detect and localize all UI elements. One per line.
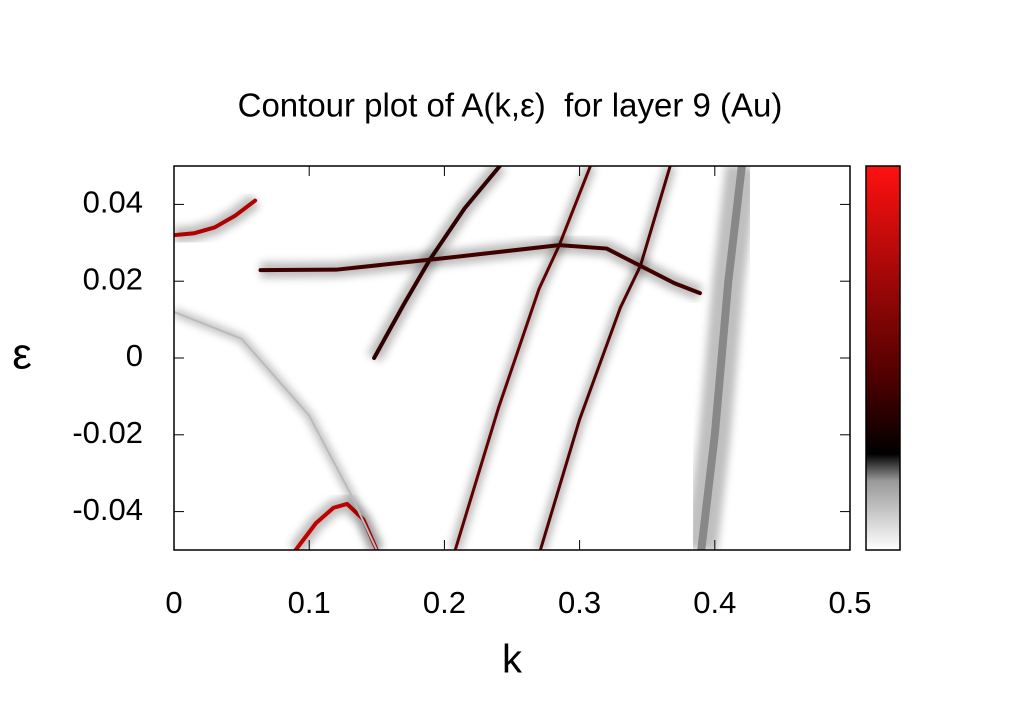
ridge xyxy=(174,198,258,238)
ridge xyxy=(453,166,592,550)
ridge xyxy=(697,166,746,550)
plot-area xyxy=(174,166,850,550)
ridge xyxy=(174,310,378,550)
y-tick-label: -0.02 xyxy=(72,415,143,450)
y-tick-label: 0.02 xyxy=(83,261,143,296)
ridge xyxy=(258,243,702,296)
chart-title: Contour plot of A(k,ε) for layer 9 (Au) xyxy=(238,87,783,124)
x-tick-label: 0 xyxy=(165,585,182,620)
x-tick-label: 0.5 xyxy=(828,585,871,620)
y-axis-label: ε xyxy=(12,330,32,379)
ridges xyxy=(174,166,758,550)
x-tick-label: 0.4 xyxy=(693,585,736,620)
colorbar xyxy=(865,165,901,551)
x-tick-label: 0.2 xyxy=(423,585,466,620)
x-axis-label: k xyxy=(502,638,523,682)
y-tick-label: 0.04 xyxy=(83,185,143,220)
ridge xyxy=(538,166,672,550)
x-tick-label: 0.3 xyxy=(558,585,601,620)
y-tick-label: 0 xyxy=(126,338,143,373)
y-tick-label: -0.04 xyxy=(72,492,143,527)
x-tick-label: 0.1 xyxy=(288,585,331,620)
